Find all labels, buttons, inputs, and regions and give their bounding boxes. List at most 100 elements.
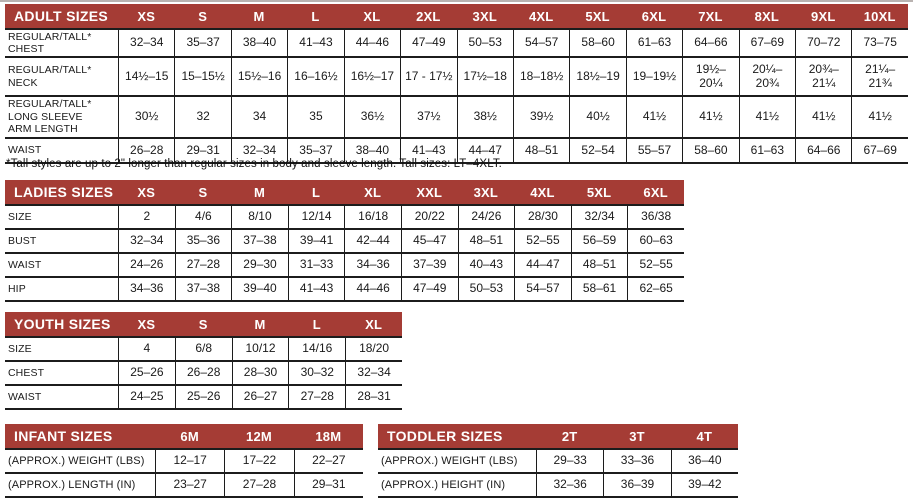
size-value-cell: 8/10 xyxy=(231,206,288,228)
size-value-cell: 15½–16 xyxy=(230,58,287,95)
column-header: 6XL xyxy=(641,8,667,24)
table-title: INFANT SIZES xyxy=(14,428,113,444)
size-value-cell: 23–27 xyxy=(155,474,224,496)
size-value-cell: 40–43 xyxy=(457,254,515,276)
size-value-cell: 24/26 xyxy=(457,206,515,228)
column-header: M xyxy=(253,184,265,200)
size-value-cell: 33–36 xyxy=(603,450,670,472)
size-value-cell: 64–66 xyxy=(795,139,851,162)
size-value-cell: 54–57 xyxy=(512,30,569,56)
size-value-cell: 41½ xyxy=(738,97,795,137)
table-row: SIZE 4 6/8 10/12 14/16 18/20 xyxy=(5,338,402,362)
size-value-cell: 36–40 xyxy=(670,450,738,472)
table-title: YOUTH SIZES xyxy=(14,316,111,332)
size-value-cell: 30½ xyxy=(118,97,174,137)
column-header: XL xyxy=(364,184,382,200)
size-value-cell: 29–33 xyxy=(536,450,603,472)
size-value-cell: 18/20 xyxy=(345,338,402,360)
column-header: L xyxy=(311,8,320,24)
size-value-cell: 28/30 xyxy=(514,206,571,228)
size-value-cell: 56–59 xyxy=(570,230,628,252)
row-label: REGULAR/TALL* LONG SLEEVE ARM LENGTH xyxy=(8,98,92,136)
size-value-cell: 44–47 xyxy=(514,254,571,276)
size-value-cell: 67–69 xyxy=(851,139,907,162)
row-label: SIZE xyxy=(8,342,32,355)
column-header: S xyxy=(198,8,208,24)
youth-sizes-table: YOUTH SIZES XS S M L XL SIZE 4 6/8 10/12 14/16 18/2… xyxy=(5,312,402,410)
size-value-cell: 48–51 xyxy=(512,139,569,162)
column-header: 3XL xyxy=(473,184,499,200)
size-value-cell: 60–63 xyxy=(627,230,684,252)
size-value-cell: 17½–18 xyxy=(456,58,513,95)
size-value-cell: 32–34 xyxy=(345,362,402,384)
table-row: (APPROX.) LENGTH (IN) 23–27 27–28 29–31 xyxy=(5,474,363,498)
size-value-cell: 52–55 xyxy=(627,254,684,276)
column-header: XS xyxy=(137,8,156,24)
table-header-row: LADIES SIZES XS S M L XL XXL 3XL 4XL 5XL 6XL xyxy=(5,180,684,206)
size-value-cell: 6/8 xyxy=(174,338,232,360)
column-header: 4XL xyxy=(528,8,554,24)
size-value-cell: 44–46 xyxy=(344,278,401,300)
size-value-cell: 58–60 xyxy=(682,139,738,162)
size-value-cell: 37–38 xyxy=(231,230,288,252)
table-header-row: TODDLER SIZES 2T 3T 4T xyxy=(378,424,738,450)
row-label: BUST xyxy=(8,234,37,247)
size-value-cell: 41½ xyxy=(795,97,851,137)
size-value-cell: 55–57 xyxy=(625,139,682,162)
size-value-cell: 28–31 xyxy=(345,386,402,408)
table-header-row: ADULT SIZES XS S M L XL 2XL 3XL 4XL 5XL 6XL 7XL 8XL 9… xyxy=(5,4,908,30)
row-label: WAIST xyxy=(8,144,42,157)
size-value-cell: 26–28 xyxy=(118,139,174,162)
table-row: SIZE 2 4/6 8/10 12/14 16/18 20/22 24/26 28/30 32/… xyxy=(5,206,684,230)
size-value-cell: 41½ xyxy=(625,97,682,137)
size-value-cell: 41–43 xyxy=(287,278,345,300)
size-value-cell: 41½ xyxy=(682,97,738,137)
size-value-cell: 54–57 xyxy=(514,278,571,300)
size-value-cell: 22–27 xyxy=(293,450,363,472)
size-value-cell: 30–32 xyxy=(288,362,345,384)
table-row: CHEST 25–26 26–28 28–30 30–32 32–34 xyxy=(5,362,402,386)
column-header: M xyxy=(254,316,266,332)
size-value-cell: 21¼– 21¾ xyxy=(851,58,907,95)
size-value-cell: 36/38 xyxy=(627,206,684,228)
size-value-cell: 20/22 xyxy=(400,206,458,228)
size-value-cell: 50–53 xyxy=(456,30,513,56)
table-row: REGULAR/TALL* CHEST 32–34 35–37 38–40 41–43 4… xyxy=(5,30,908,58)
row-label: (APPROX.) WEIGHT (LBS) xyxy=(8,454,145,467)
size-value-cell: 58–60 xyxy=(569,30,625,56)
table-header-row: INFANT SIZES 6M 12M 18M xyxy=(5,424,363,450)
column-header: XS xyxy=(137,316,156,332)
size-value-cell: 38½ xyxy=(456,97,513,137)
size-value-cell: 32 xyxy=(174,97,230,137)
column-header: 3XL xyxy=(472,8,497,24)
size-value-cell: 12–17 xyxy=(155,450,224,472)
ladies-sizes-table: LADIES SIZES XS S M L XL XXL 3XL 4XL 5XL 6XL SIZE 2 4… xyxy=(5,180,684,302)
size-value-cell: 15–15½ xyxy=(174,58,230,95)
table-title: ADULT SIZES xyxy=(14,8,109,24)
column-header: 10XL xyxy=(863,8,896,24)
size-value-cell: 32–36 xyxy=(536,474,603,496)
size-value-cell: 35–36 xyxy=(174,230,232,252)
table-row: WAIST 24–26 27–28 29–30 31–33 34–36 37–39 40–43… xyxy=(5,254,684,278)
row-label: (APPROX.) HEIGHT (IN) xyxy=(381,478,506,491)
size-value-cell: 38–40 xyxy=(230,30,287,56)
size-value-cell: 42–44 xyxy=(344,230,401,252)
size-value-cell: 20¾– 21¼ xyxy=(795,58,851,95)
size-value-cell: 27–28 xyxy=(288,386,345,408)
size-value-cell: 34 xyxy=(230,97,287,137)
size-value-cell: 47–49 xyxy=(400,30,456,56)
size-value-cell: 34–36 xyxy=(344,254,401,276)
size-value-cell: 25–26 xyxy=(118,362,175,384)
table-row: WAIST 24–25 25–26 26–27 27–28 28–31 xyxy=(5,386,402,410)
size-value-cell: 19–19½ xyxy=(625,58,682,95)
size-value-cell: 18½–19 xyxy=(569,58,625,95)
size-value-cell: 45–47 xyxy=(400,230,458,252)
row-label: HIP xyxy=(8,282,26,295)
column-header: M xyxy=(253,8,265,24)
column-header: 7XL xyxy=(698,8,723,24)
size-value-cell: 61–63 xyxy=(625,30,682,56)
size-value-cell: 41–43 xyxy=(287,30,343,56)
row-label: SIZE xyxy=(8,210,32,223)
column-header: 2T xyxy=(561,428,578,444)
size-value-cell: 41½ xyxy=(851,97,907,137)
